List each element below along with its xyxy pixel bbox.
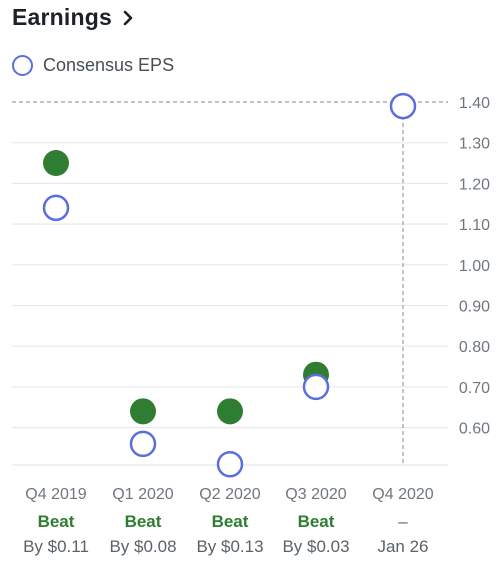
result-status: Beat [297, 512, 335, 531]
chevron-right-icon [123, 10, 133, 25]
consensus-eps-point [302, 373, 330, 401]
consensus-legend-marker [12, 55, 33, 76]
result-detail: By $0.08 [109, 537, 177, 556]
legend-label: Consensus EPS [43, 55, 175, 75]
y-tick-label: 0.90 [459, 299, 490, 316]
y-tick-label: 0.80 [459, 339, 490, 356]
result-detail: By $0.11 [23, 537, 89, 556]
y-tick-label: 1.30 [459, 136, 490, 153]
y-tick-label: 0.60 [459, 421, 490, 438]
actual-eps-point [43, 150, 69, 177]
result-detail: Jan 26 [377, 537, 429, 556]
actual-eps-point [217, 398, 243, 425]
earnings-header-link[interactable]: Earnings [12, 4, 136, 31]
x-category-label: Q4 2019 [25, 486, 86, 503]
y-tick-label: 0.70 [459, 380, 490, 397]
y-tick-label: 1.40 [459, 95, 490, 112]
consensus-eps-point [42, 194, 70, 222]
x-category-label: Q4 2020 [372, 486, 433, 503]
x-category-label: Q2 2020 [199, 486, 260, 503]
result-detail: By $0.03 [282, 537, 350, 556]
y-tick-label: 1.10 [459, 217, 490, 234]
result-status: Beat [37, 512, 75, 531]
result-status: – [398, 512, 408, 531]
result-detail: By $0.13 [196, 537, 264, 556]
result-status: Beat [124, 512, 162, 531]
chart-legend: Consensus EPS [12, 55, 174, 76]
consensus-eps-point [129, 430, 157, 458]
consensus-eps-point [389, 92, 417, 120]
consensus-eps-point [216, 450, 244, 478]
result-status: Beat [211, 512, 249, 531]
section-title: Earnings [12, 4, 113, 30]
actual-eps-point [130, 398, 156, 425]
x-category-label: Q3 2020 [285, 486, 346, 503]
y-tick-label: 1.20 [459, 176, 490, 193]
x-category-label: Q1 2020 [112, 486, 173, 503]
y-tick-label: 1.00 [459, 258, 490, 275]
